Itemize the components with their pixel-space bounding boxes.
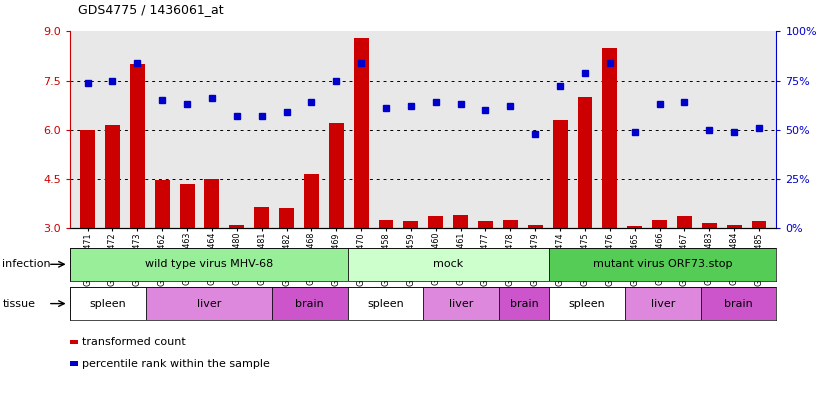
Text: mutant virus ORF73.stop: mutant virus ORF73.stop [593,259,733,269]
Bar [348,287,424,320]
Text: brain: brain [296,299,324,309]
Bar [503,220,518,228]
Bar [105,125,120,228]
Bar [478,221,493,228]
Bar [625,287,700,320]
Bar [627,226,642,228]
Bar [752,221,767,228]
Bar [272,287,348,320]
Bar [378,220,393,228]
Bar [727,225,742,228]
Bar [702,223,717,228]
Bar [146,287,272,320]
Text: brain: brain [510,299,539,309]
Bar [700,287,776,320]
Bar [549,248,776,281]
Bar [348,248,549,281]
Text: spleen: spleen [569,299,605,309]
Bar [553,120,567,228]
Bar [279,208,294,228]
Text: brain: brain [724,299,753,309]
Text: transformed count: transformed count [83,337,186,347]
Text: GDS4775 / 1436061_at: GDS4775 / 1436061_at [78,3,224,16]
Bar [677,217,692,228]
Text: spleen: spleen [367,299,404,309]
Text: spleen: spleen [90,299,126,309]
Text: wild type virus MHV-68: wild type virus MHV-68 [145,259,273,269]
Bar [423,287,499,320]
Bar [429,217,444,228]
Text: liver: liver [197,299,221,309]
Bar [254,207,269,228]
Bar [354,38,368,228]
Bar [528,225,543,228]
Bar [230,225,244,228]
Bar [80,130,95,228]
Text: percentile rank within the sample: percentile rank within the sample [83,358,270,369]
Bar [549,287,625,320]
Bar [577,97,592,228]
Bar [179,184,195,228]
Text: liver: liver [651,299,675,309]
Bar [652,220,667,228]
Bar [154,180,169,228]
Bar [205,179,220,228]
Bar [304,174,319,228]
Bar [602,48,617,228]
Text: infection: infection [2,259,51,269]
Bar [453,215,468,228]
Bar [70,287,146,320]
Bar [499,287,549,320]
Bar [403,221,418,228]
Text: mock: mock [434,259,463,269]
Bar [130,64,145,228]
Text: liver: liver [449,299,473,309]
Text: tissue: tissue [2,299,36,309]
Bar [329,123,344,228]
Bar [70,248,348,281]
